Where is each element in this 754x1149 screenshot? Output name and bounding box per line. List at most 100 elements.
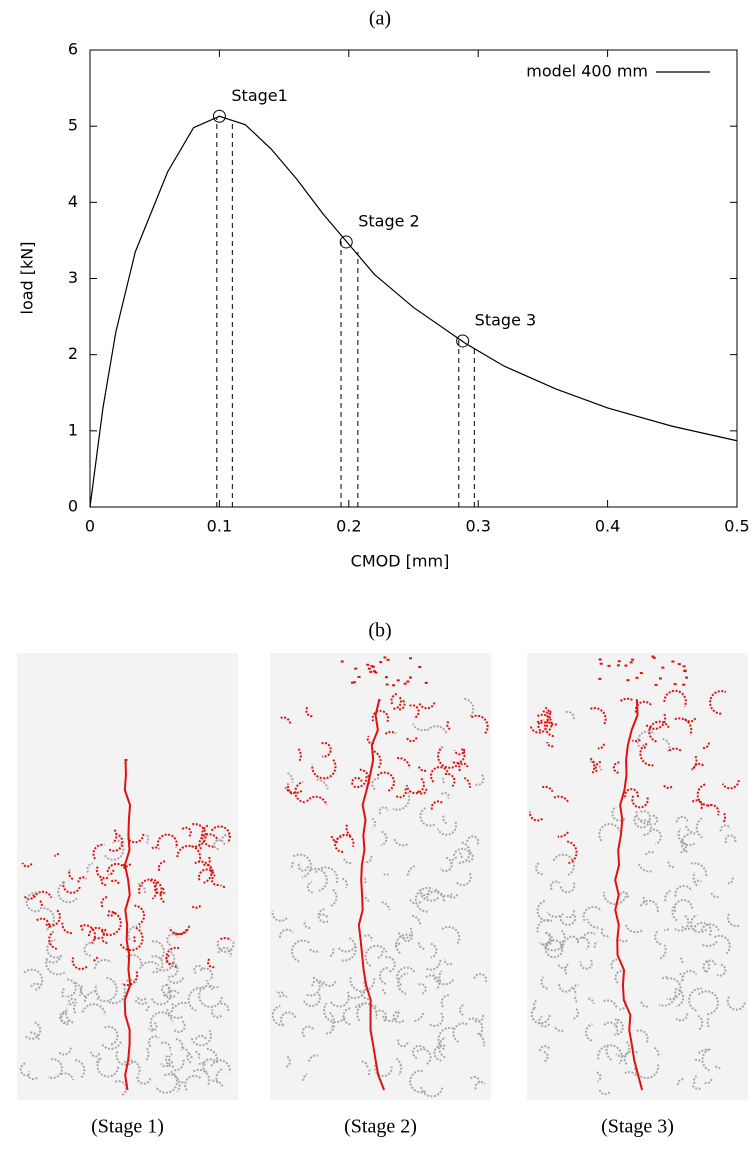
aggregate-arc: [438, 970, 443, 983]
crack-dot: [352, 681, 356, 684]
specimen-image: [527, 653, 748, 1100]
aggregate-arc: [337, 945, 357, 953]
aggregate-arc: [363, 877, 367, 884]
aggregate-arc: [681, 969, 698, 982]
aggregate-arc: [275, 990, 284, 994]
stage-marker: [456, 334, 470, 348]
aggregate-arc: [664, 889, 672, 902]
crack-dot: [369, 670, 373, 673]
aggregate-arc: [598, 1088, 611, 1096]
aggregate-arc: [95, 976, 118, 1003]
aggregate-arc: [193, 964, 204, 974]
aggregate-arc: [174, 925, 191, 936]
aggregate-arc: [706, 1017, 710, 1028]
aggregate-arc: [301, 1025, 315, 1038]
aggregate-arc: [442, 814, 448, 825]
aggregate-arc: [151, 955, 164, 974]
aggregate-arc: [119, 926, 144, 952]
aggregate-arc: [637, 863, 652, 873]
aggregate-arc: [706, 803, 720, 816]
aggregate-arc: [46, 939, 63, 959]
aggregate-arc: [600, 927, 609, 938]
aggregate-arc: [23, 968, 44, 991]
aggregate-arc: [100, 1041, 122, 1050]
aggregate-arc: [139, 960, 160, 970]
aggregate-arc: [417, 788, 428, 795]
aggregate-arc: [23, 894, 35, 901]
aggregate-arc: [280, 716, 292, 725]
aggregate-arc: [675, 815, 689, 823]
aggregate-arc: [167, 963, 179, 978]
aggregate-arc: [645, 713, 667, 730]
panel-title: (a): [369, 8, 391, 30]
aggregate-arc: [679, 972, 684, 983]
aggregate-arc: [156, 833, 178, 849]
aggregate-arc: [716, 963, 727, 977]
aggregate-arc: [559, 882, 576, 894]
aggregate-arc: [74, 1059, 86, 1079]
aggregate-arc: [104, 1025, 119, 1046]
aggregate-arc: [528, 811, 544, 822]
aggregate-arc: [458, 1003, 465, 1016]
aggregate-arc: [537, 719, 545, 732]
crack-dot: [374, 671, 378, 674]
aggregate-arc: [57, 881, 78, 904]
aggregate-arc: [426, 725, 448, 734]
y-tick-label: 1: [68, 420, 78, 439]
aggregate-arc: [401, 933, 414, 943]
aggregate-arc: [691, 1084, 701, 1090]
aggregate-arc: [639, 744, 654, 767]
aggregate-arc: [61, 987, 66, 998]
aggregate-arc: [603, 1021, 619, 1035]
aggregate-arc: [181, 1045, 188, 1051]
aggregate-arc: [60, 1010, 69, 1026]
aggregate-arc: [356, 1001, 368, 1022]
stage-label: Stage 3: [475, 310, 537, 329]
x-tick-label: 0.5: [724, 517, 749, 536]
specimen-image: [270, 653, 491, 1100]
aggregate-arc: [316, 778, 329, 790]
aggregate-arc: [174, 1001, 187, 1008]
aggregate-arc: [221, 833, 232, 846]
aggregate-arc: [713, 934, 731, 956]
aggregate-arc: [286, 783, 293, 795]
aggregate-arc: [396, 757, 411, 769]
aggregate-arc: [216, 939, 235, 953]
aggregate-arc: [175, 1037, 184, 1051]
aggregate-arc: [675, 1013, 689, 1022]
panels: (Stage 1) (Stage 2) (Stage 3): [17, 653, 748, 1138]
aggregate-arc: [77, 876, 87, 883]
series-line: [89, 115, 738, 508]
stage-marker: [339, 235, 353, 249]
aggregate-arc: [700, 923, 720, 932]
aggregate-arc: [168, 927, 188, 936]
aggregate-arc: [96, 1057, 100, 1063]
aggregate-arc: [631, 795, 649, 809]
aggregate-arc: [451, 748, 466, 764]
aggregate-arc: [470, 714, 489, 735]
aggregate-arc: [643, 743, 648, 749]
aggregate-arc: [693, 1057, 701, 1062]
aggregate-arc: [406, 864, 417, 876]
aggregate-arc: [702, 742, 710, 749]
aggregate-arc: [147, 1035, 160, 1048]
x-tick-label: 0.2: [336, 517, 361, 536]
aggregate-arc: [634, 700, 652, 713]
aggregate-arc: [597, 1044, 623, 1065]
aggregate-arc: [157, 860, 166, 871]
aggregate-arc: [165, 1055, 175, 1068]
aggregate-arc: [605, 1044, 613, 1061]
aggregate-arc: [294, 781, 305, 804]
aggregate-arc: [465, 851, 474, 863]
aggregate-arc: [430, 766, 450, 783]
aggregate-arc: [395, 1057, 403, 1076]
aggregate-arc: [541, 785, 554, 793]
aggregate-arc: [106, 862, 127, 873]
aggregate-arc: [597, 743, 605, 750]
crack-dot: [367, 667, 371, 670]
aggregate-arc: [419, 889, 430, 897]
aggregate-arc: [217, 946, 232, 958]
aggregate-arc: [558, 982, 574, 993]
aggregate-arc: [306, 795, 328, 806]
